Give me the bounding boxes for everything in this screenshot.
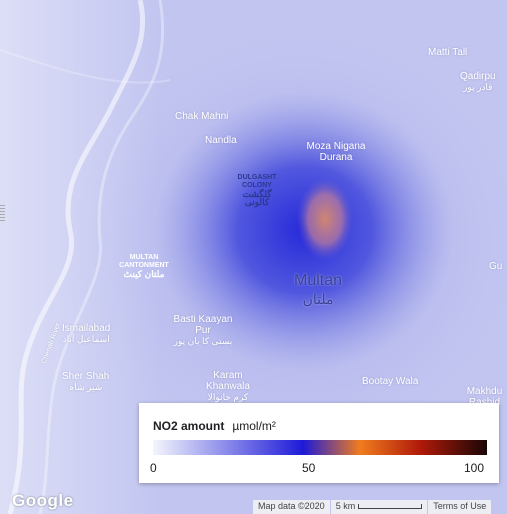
map-data-link[interactable]: Map data ©2020 [253, 500, 330, 514]
legend-tick-min: 0 [150, 461, 157, 475]
place-label: Karam Khanwala کرم خانوالا [206, 370, 250, 402]
google-logo[interactable]: Google [12, 491, 74, 510]
drag-handle[interactable] [0, 205, 5, 221]
legend-unit: µmol/m² [232, 419, 276, 433]
terms-link[interactable]: Terms of Use [428, 500, 492, 514]
place-label: Gu [489, 261, 503, 272]
place-label: Moza Nigana Durana [306, 141, 366, 163]
legend-title: NO2 amount µmol/m² [153, 419, 276, 433]
place-label: Nandla [205, 135, 237, 146]
place-label: Ismailabad اسماعیل آباد [62, 323, 111, 344]
place-label: Chak Mahni [175, 111, 229, 122]
legend-tick-max: 100 [464, 461, 485, 475]
place-label: DULGASHT COLONY گلگشت کالونی [237, 174, 277, 207]
legend-color-ramp [153, 440, 487, 455]
place-label: Basti Kaayan Pur بستی کا یان پور [173, 314, 233, 346]
place-label: Qadirpu قادر پور [460, 71, 496, 92]
place-label: Bootay Wala [362, 376, 419, 387]
city-label-multan: Multan ملتان [294, 272, 343, 307]
place-label: MULTAN CANTONMENT ملتان کینٹ [119, 254, 169, 279]
scale-bar [358, 504, 423, 510]
legend-panel: NO2 amount µmol/m² 0 50 100 [139, 403, 499, 483]
legend-tick-mid: 50 [302, 461, 316, 475]
scale-indicator: 5 km [330, 500, 428, 514]
scale-label: 5 km [335, 501, 356, 511]
map-attribution: Map data ©2020 5 km Terms of Use [253, 500, 507, 514]
place-label: Sher Shah شیر شاہ [62, 371, 110, 392]
place-label: Makhdu Rashid [466, 386, 503, 408]
place-label: Matti Tall [428, 47, 468, 58]
